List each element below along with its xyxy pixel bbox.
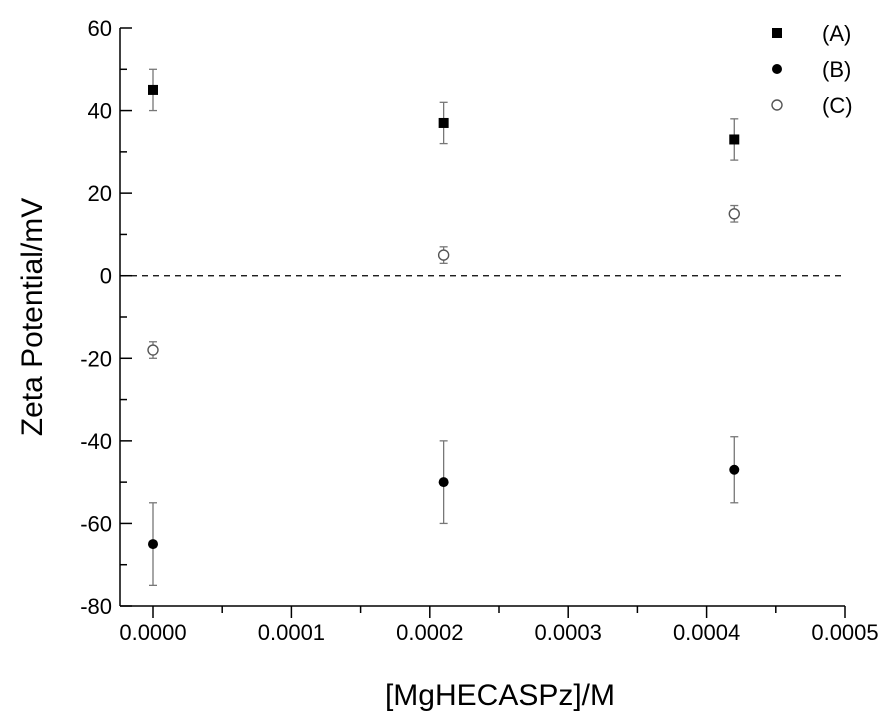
x-tick-label: 0.0000: [119, 620, 186, 645]
series-c: [147, 204, 740, 359]
y-tick-label: 40: [88, 99, 112, 124]
data-point: [437, 249, 450, 261]
data-series: [147, 68, 740, 587]
data-point: [147, 344, 159, 356]
x-axis: 0.0000 0.0001 0.0002 0.0003 0.0004 0.0005: [119, 605, 879, 645]
data-point: [438, 117, 449, 128]
x-tick-label: 0.0004: [673, 620, 740, 645]
data-point: [438, 477, 449, 488]
x-tick-label: 0.0005: [811, 620, 878, 645]
legend-label: (C): [822, 93, 853, 118]
legend-marker: [772, 64, 782, 74]
y-tick-label: -80: [80, 594, 112, 619]
series-a: [148, 68, 740, 161]
legend-marker: [772, 28, 782, 38]
x-tick-label: 0.0003: [535, 620, 602, 645]
x-tick-label: 0.0002: [396, 620, 463, 645]
y-tick-label: -20: [80, 346, 112, 371]
legend: (A) (B) (C): [771, 21, 853, 118]
x-tick-label: 0.0001: [258, 620, 325, 645]
series-b: [148, 436, 740, 587]
y-tick-label: 0: [100, 264, 112, 289]
legend-label: (A): [822, 21, 851, 46]
y-tick-label: -60: [80, 511, 112, 536]
x-axis-title: [MgHECASPz]/M: [385, 679, 615, 712]
y-tick-label: 60: [88, 16, 112, 41]
legend-label: (B): [822, 57, 851, 82]
y-tick-label: 20: [88, 181, 112, 206]
legend-marker: [771, 99, 783, 111]
data-point: [148, 84, 158, 95]
data-point: [728, 208, 740, 220]
y-axis-title: Zeta Potential/mV: [16, 198, 49, 436]
data-point: [729, 134, 740, 145]
y-tick-label: -40: [80, 429, 112, 454]
data-point: [148, 539, 158, 550]
y-axis: -80 -60 -40 -20 0 20 40 60: [80, 16, 132, 619]
data-point: [729, 464, 740, 475]
